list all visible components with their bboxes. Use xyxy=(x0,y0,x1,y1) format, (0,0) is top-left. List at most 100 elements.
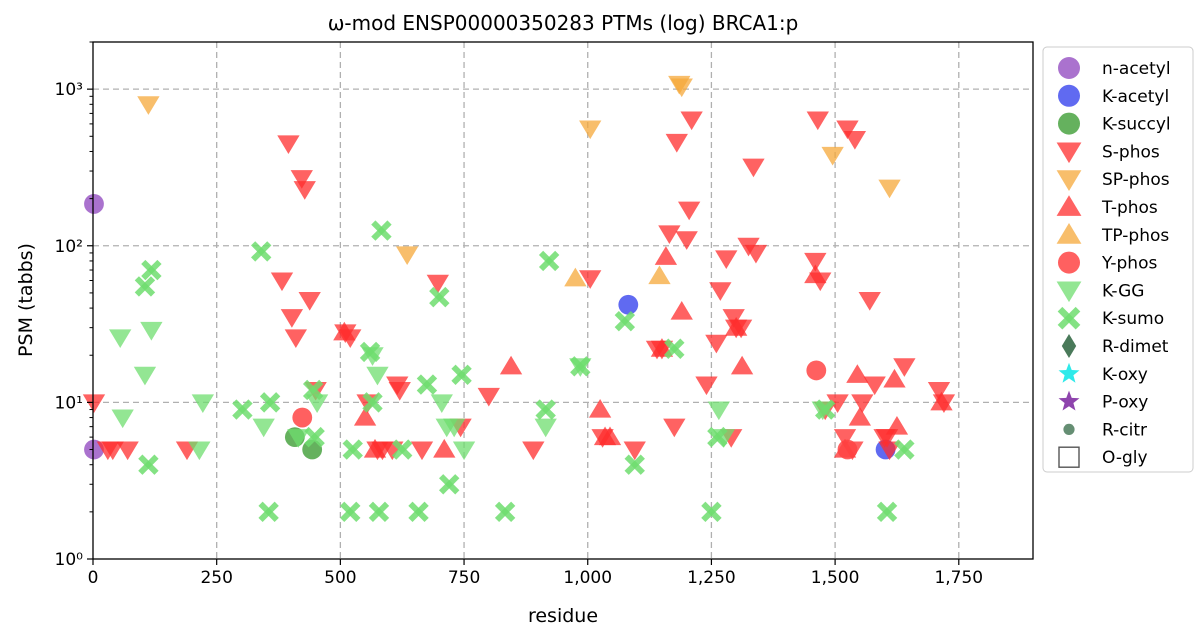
x-marker-stroke xyxy=(570,356,591,377)
x-marker-stroke xyxy=(439,474,460,495)
k-gg-point xyxy=(452,441,476,461)
x-marker-stroke xyxy=(258,501,279,523)
k-sumo-point xyxy=(392,439,413,460)
x-marker-stroke xyxy=(451,364,472,386)
x-marker-stroke xyxy=(429,286,450,308)
x-tick-label: 750 xyxy=(448,568,480,588)
legend: n-acetyl K-acetyl K-succyl S-phos SP-phos T-p… xyxy=(1042,46,1194,473)
legend-label-o-gly: O-gly xyxy=(1102,448,1148,468)
k-sumo-point xyxy=(494,501,516,523)
legend-label-tp-phos: TP-phos xyxy=(1101,226,1169,246)
grid-lines xyxy=(93,42,1033,559)
k-gg-point xyxy=(442,418,466,438)
legend-frame xyxy=(1042,46,1194,473)
x-marker-stroke xyxy=(664,338,685,359)
x-tick-label: 1,750 xyxy=(934,568,983,588)
k-sumo-point xyxy=(664,338,685,359)
s-phos-point xyxy=(477,387,500,407)
s-phos-point xyxy=(277,135,300,155)
k-sumo-point xyxy=(701,501,722,523)
x-marker-stroke xyxy=(416,374,438,395)
t-phos-point xyxy=(670,300,693,320)
x-tick-label: 1,250 xyxy=(687,568,736,588)
s-phos-point xyxy=(893,358,916,377)
legend-marker-y-phos xyxy=(1058,251,1080,274)
t-phos-point xyxy=(598,426,622,446)
x-marker-stroke xyxy=(876,501,898,523)
k-sumo-point xyxy=(141,259,162,281)
chart-title: ω-mod ENSP00000350283 PTMs (log) BRCA1:p xyxy=(328,11,799,35)
x-marker-stroke xyxy=(302,379,324,401)
s-phos-point xyxy=(410,441,434,461)
s-phos-point xyxy=(101,441,124,461)
k-sumo-point xyxy=(624,454,645,475)
x-marker-stroke xyxy=(359,341,381,363)
x-marker-stroke xyxy=(304,426,325,448)
t-phos-point xyxy=(730,355,754,375)
y-axis-label: PSM (tabbs) xyxy=(15,243,37,357)
axes: 0 250 500 750 1,000 1,250 1,500 1,750 10⁰ 10¹ 10² 1… xyxy=(55,41,983,588)
legend-marker-k-oxy xyxy=(1058,362,1080,383)
s-phos-point xyxy=(858,292,881,311)
legend-label-k-oxy: K-oxy xyxy=(1102,365,1148,385)
x-axis-label: residue xyxy=(528,605,598,627)
y-tick-label: 10¹ xyxy=(55,393,83,413)
sp-phos-point xyxy=(137,96,160,115)
s-phos-point xyxy=(623,441,646,461)
x-marker-stroke xyxy=(141,259,162,281)
x-marker-stroke xyxy=(535,399,556,420)
legend-label-sp-phos: SP-phos xyxy=(1102,170,1170,190)
k-sumo-point xyxy=(416,374,438,395)
k-sumo-point xyxy=(304,426,325,448)
k-sumo-point xyxy=(251,241,272,262)
s-phos-point xyxy=(836,120,859,140)
s-phos-point xyxy=(878,441,901,461)
tp-phos-point xyxy=(648,265,671,285)
s-phos-point xyxy=(851,394,874,413)
s-phos-point xyxy=(826,394,849,413)
s-phos-point xyxy=(270,272,294,292)
s-phos-point xyxy=(744,244,768,264)
sp-phos-point xyxy=(878,179,901,199)
k-sumo-point xyxy=(439,474,460,495)
data-points xyxy=(82,75,956,523)
x-tick-label: 500 xyxy=(324,568,356,588)
x-marker-stroke xyxy=(342,439,363,460)
sp-phos-point xyxy=(821,146,844,166)
y-tick-label: 10⁰ xyxy=(55,550,84,570)
x-tick-label: 0 xyxy=(88,568,99,588)
k-sumo-point xyxy=(359,341,381,363)
legend-marker-t-phos xyxy=(1056,195,1082,216)
x-marker-stroke xyxy=(701,501,722,523)
s-phos-point xyxy=(675,231,698,250)
y-phos-point xyxy=(292,407,313,428)
legend-label-k-succyl: K-succyl xyxy=(1102,115,1171,135)
x-marker-stroke xyxy=(259,392,281,413)
legend-marker-o-gly xyxy=(1058,446,1080,468)
sp-phos-point xyxy=(395,246,419,266)
y-phos-point xyxy=(837,439,858,460)
s-phos-point xyxy=(293,181,316,200)
k-gg-point xyxy=(707,401,731,421)
k-gg-point xyxy=(430,394,453,413)
t-phos-point xyxy=(363,438,387,458)
t-phos-point xyxy=(930,391,953,411)
legend-label-r-dimet: R-dimet xyxy=(1102,337,1169,357)
x-marker-stroke xyxy=(408,501,429,523)
k-sumo-point xyxy=(535,399,556,420)
x-marker-stroke xyxy=(251,241,272,262)
k-gg-point xyxy=(140,321,163,341)
legend-label-k-acetyl: K-acetyl xyxy=(1102,87,1169,107)
legend-marker-k-succyl xyxy=(1058,112,1080,135)
s-phos-point xyxy=(804,252,827,272)
x-marker-stroke xyxy=(894,439,915,460)
s-phos-point xyxy=(665,133,688,153)
k-sumo-point xyxy=(429,286,450,308)
t-phos-point xyxy=(333,321,356,341)
s-phos-point xyxy=(426,274,449,294)
tp-phos-point xyxy=(564,267,587,287)
t-phos-point xyxy=(724,317,748,336)
t-phos-point xyxy=(654,246,678,265)
legend-marker-p-oxy xyxy=(1058,390,1080,411)
